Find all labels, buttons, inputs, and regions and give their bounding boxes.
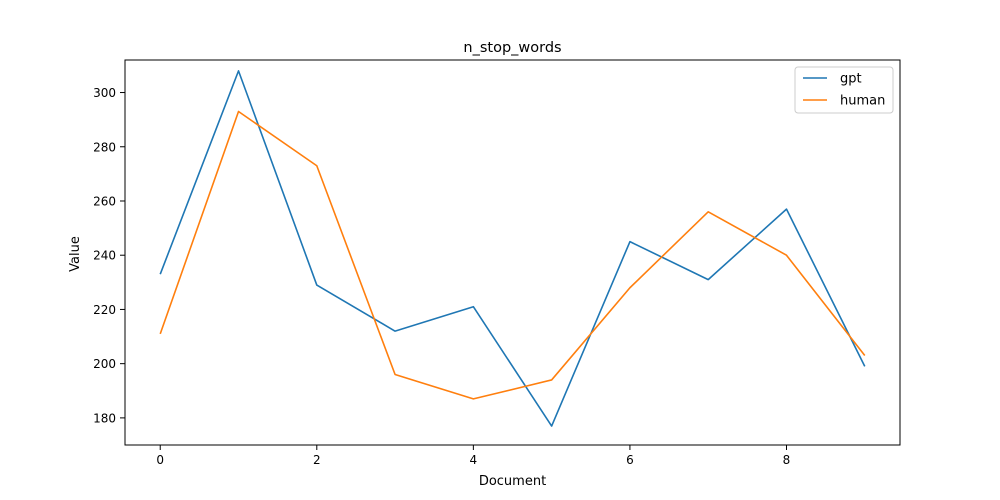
y-tick-label: 220: [93, 303, 116, 317]
legend-label-gpt: gpt: [840, 72, 862, 87]
x-tick-label: 4: [470, 453, 478, 467]
series-line-human: [159, 110, 866, 400]
series-line-gpt: [159, 70, 866, 427]
chart-title: n_stop_words: [463, 40, 561, 56]
plot-area: [159, 70, 866, 427]
x-tick-label: 0: [156, 453, 164, 467]
x-tick-label: 8: [783, 453, 791, 467]
axes-frame: [124, 59, 901, 446]
x-axis: 0 2 4 6 8: [156, 445, 790, 467]
legend-label-human: human: [840, 94, 885, 109]
y-axis: 180 200 220 240 260 280 300: [93, 86, 125, 425]
y-tick-label: 260: [93, 194, 116, 208]
legend: gpt human: [794, 66, 894, 114]
x-tick-label: 2: [313, 453, 321, 467]
y-tick-label: 200: [93, 357, 116, 371]
y-tick-label: 280: [93, 140, 116, 154]
y-tick-label: 180: [93, 411, 116, 425]
x-tick-label: 6: [626, 453, 634, 467]
x-axis-label: Document: [479, 474, 546, 489]
y-tick-label: 240: [93, 249, 116, 263]
y-axis-label: Value: [68, 236, 83, 272]
y-tick-label: 300: [93, 86, 116, 100]
